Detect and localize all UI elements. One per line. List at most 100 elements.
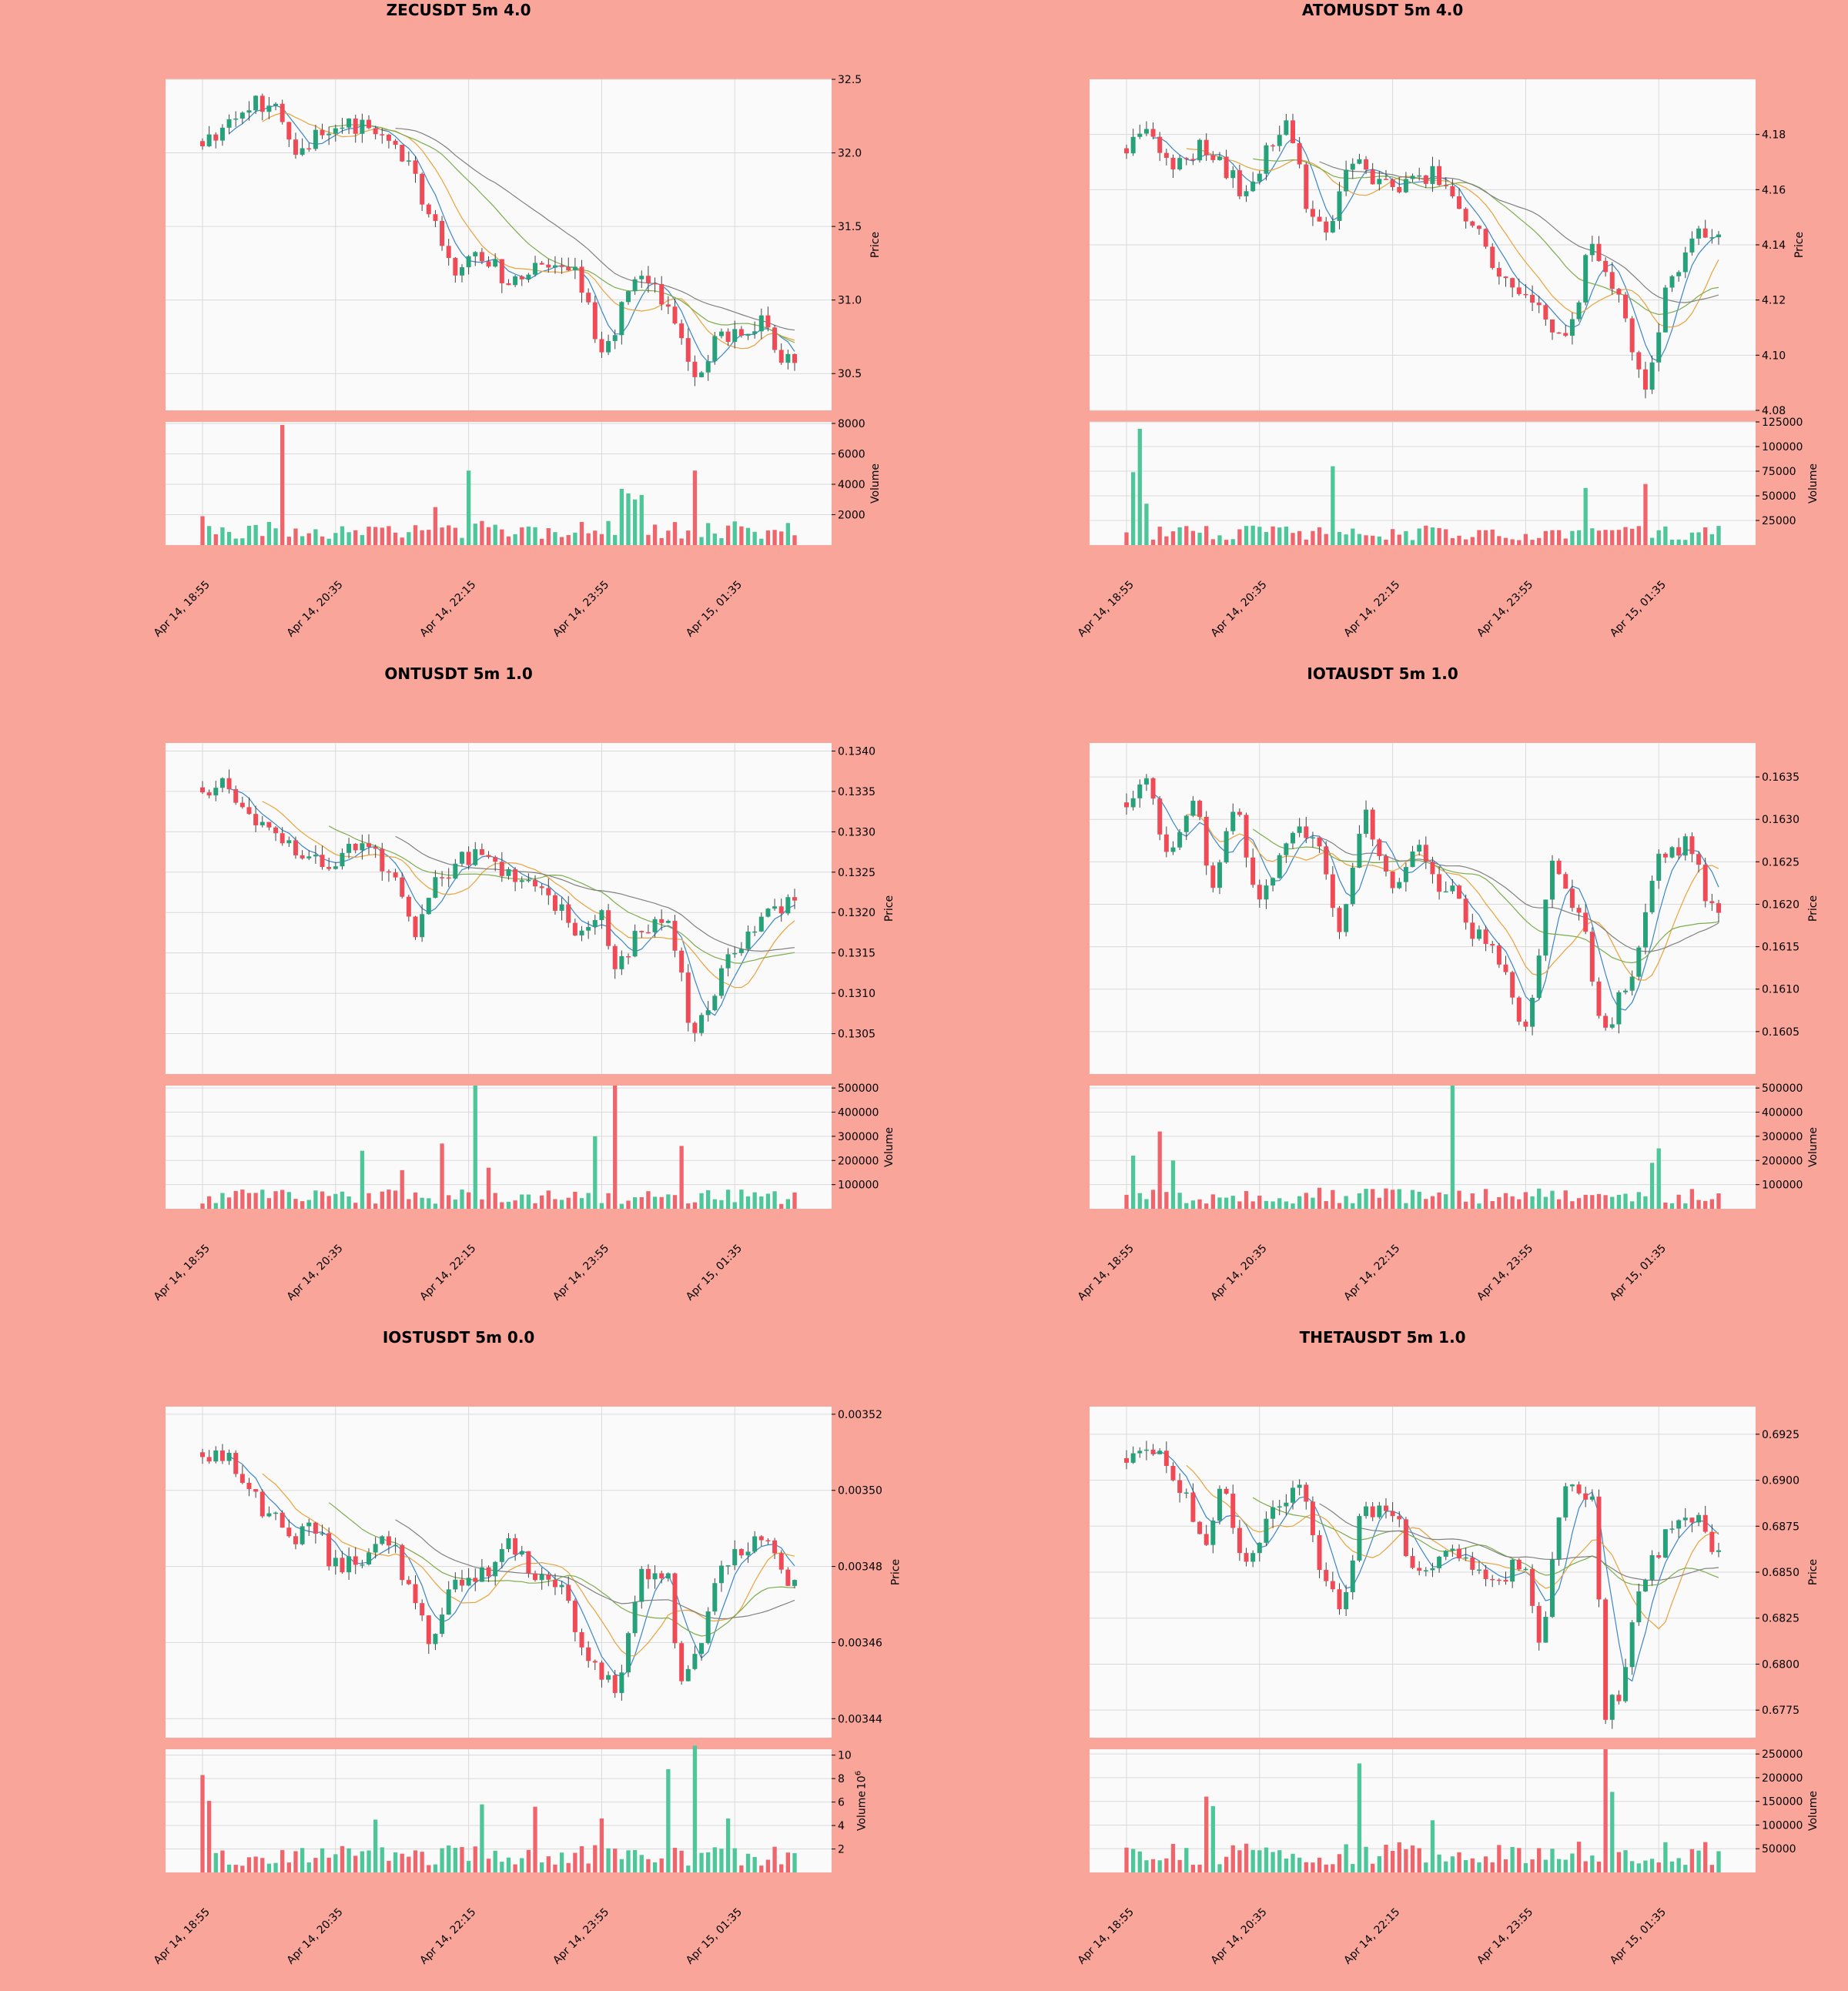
volume-bar (313, 529, 318, 545)
candle-body (705, 361, 711, 373)
candle-body (466, 852, 471, 865)
candle-body (1417, 175, 1422, 177)
volume-bar (632, 1197, 638, 1209)
candle-body (1596, 981, 1602, 1016)
price-tick-label: 0.00348 (838, 1561, 882, 1574)
volume-bar (1649, 1163, 1655, 1209)
volume-bar (1377, 1855, 1381, 1872)
candle-body (559, 1584, 564, 1588)
candle-body (326, 1533, 332, 1567)
volume-bar (320, 1848, 325, 1872)
candle-body (586, 293, 591, 303)
volume-bar (1603, 1749, 1608, 1872)
candle-body (367, 119, 372, 129)
candle-body (1397, 882, 1402, 888)
candle-body (599, 1662, 604, 1680)
candle-body (513, 1538, 518, 1555)
candle-body (1662, 287, 1668, 333)
chart-title: ZECUSDT 5m 4.0 (387, 1, 531, 19)
moving-average-line (328, 1502, 795, 1637)
candle-body (546, 888, 551, 895)
volume-axis-label: Volume (856, 1791, 869, 1831)
volume-bar (340, 1191, 345, 1209)
volume-bar (400, 1853, 404, 1872)
volume-tick-label: 75000 (1762, 466, 1796, 478)
volume-bar (246, 1193, 252, 1209)
volume-bar (1257, 527, 1262, 545)
candle-body (1596, 1496, 1602, 1600)
volume-bar (326, 1196, 331, 1209)
volume-bar (1244, 526, 1249, 545)
candle-body (1250, 1553, 1256, 1562)
volume-bar (1304, 1193, 1308, 1209)
volume-axes (1090, 1086, 1756, 1209)
volume-bar (407, 1199, 411, 1209)
volume-bar (1184, 1848, 1189, 1872)
volume-bar (1576, 1842, 1582, 1872)
candle-body (1163, 1451, 1169, 1466)
candle-body (685, 338, 691, 362)
price-tick-label: 0.1610 (1762, 984, 1799, 996)
volume-bar (599, 1818, 604, 1872)
candle-body (772, 906, 778, 909)
candle-body (552, 1579, 557, 1588)
candle-body (1197, 139, 1203, 161)
candle-body (1330, 874, 1335, 908)
volume-bar (1523, 1192, 1528, 1209)
volume-bar (407, 1856, 411, 1872)
candle-body (1623, 294, 1629, 319)
candle-body (200, 141, 205, 146)
volume-bar (1164, 536, 1169, 545)
candle-body (1277, 855, 1282, 878)
candle-body (373, 1544, 378, 1553)
candle-body (679, 1643, 685, 1681)
volume-bar (1543, 1196, 1548, 1209)
candle-body (1204, 139, 1209, 156)
candle-body (446, 1589, 451, 1615)
candle-body (293, 1536, 298, 1544)
price-axis-label: Price (883, 895, 896, 922)
volume-bar (659, 1858, 664, 1872)
candle-body (1317, 216, 1322, 222)
candle-body (266, 105, 272, 112)
candle-body (1642, 1579, 1648, 1592)
volume-bar (407, 532, 411, 545)
candle-body (313, 855, 318, 857)
volume-bar (1404, 1849, 1408, 1872)
candle-body (1210, 1521, 1216, 1545)
volume-bar (1656, 1148, 1661, 1209)
volume-bar (1669, 539, 1675, 545)
volume-bar (473, 1846, 477, 1872)
candle-body (1230, 1494, 1236, 1528)
volume-bar (533, 1806, 537, 1872)
candle-body (1383, 855, 1388, 872)
volume-bar (792, 535, 797, 545)
volume-bar (699, 1852, 704, 1872)
candle-body (373, 846, 378, 849)
candle-body (1297, 1484, 1302, 1488)
candle-body (253, 1489, 259, 1492)
candle-body (579, 1631, 584, 1648)
volume-bar (559, 1852, 564, 1872)
volume-bar (1184, 526, 1189, 545)
candle-body (360, 119, 365, 134)
volume-bar (1291, 1853, 1295, 1872)
candle-body (639, 931, 644, 932)
candle-body (1344, 1591, 1349, 1610)
volume-bar (712, 1199, 717, 1209)
volume-bar (1270, 1852, 1275, 1872)
volume-bar (1124, 1847, 1129, 1872)
volume-bar (240, 1866, 245, 1872)
volume-bar (1371, 535, 1375, 545)
volume-bar (233, 1865, 238, 1872)
candle-body (1609, 1695, 1615, 1720)
candle-body (1284, 843, 1289, 855)
candle-body (526, 1551, 531, 1574)
volume-bar (1417, 1191, 1421, 1209)
candle-body (1417, 845, 1422, 852)
volume-bar (1357, 1193, 1362, 1209)
volume-bar (632, 1849, 638, 1872)
volume-bar (652, 1862, 658, 1872)
candle-body (253, 95, 259, 111)
candle-body (645, 1568, 651, 1580)
